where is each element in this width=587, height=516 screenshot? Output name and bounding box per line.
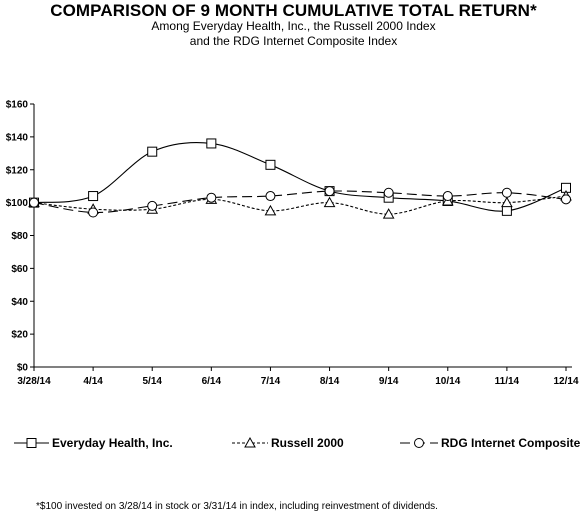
data-point-circle <box>383 187 394 198</box>
legend-label: Russell 2000 <box>271 436 344 450</box>
x-tick-label: 4/14 <box>83 376 103 387</box>
data-point-triangle <box>501 196 513 208</box>
y-tick-label: $120 <box>6 165 29 176</box>
y-tick-label: $60 <box>11 264 28 275</box>
y-tick-label: $140 <box>6 132 29 143</box>
data-point-circle <box>147 200 158 211</box>
data-point-circle <box>29 197 39 208</box>
x-tick-label: 11/14 <box>495 376 520 387</box>
data-point-square <box>147 146 158 157</box>
chart-subtitle-line1: Among Everyday Health, Inc., the Russell… <box>151 19 436 33</box>
data-point-square <box>88 191 99 202</box>
footnote: *$100 invested on 3/28/14 in stock or 3/… <box>36 501 438 512</box>
y-tick-label: $160 <box>6 100 29 111</box>
x-tick-label: 6/14 <box>202 376 222 387</box>
x-tick-label: 3/28/14 <box>17 376 51 387</box>
chart-title: COMPARISON OF 9 MONTH CUMULATIVE TOTAL R… <box>50 1 537 20</box>
data-point-square <box>501 205 512 216</box>
data-point-circle <box>206 192 217 203</box>
x-tick-label: 5/14 <box>142 376 162 387</box>
legend-marker-circle <box>414 438 424 448</box>
chart-subtitle-line2: and the RDG Internet Composite Index <box>189 34 398 48</box>
chart-legend: Everyday Health, Inc. Russell 2000 RDG Int… <box>14 436 581 450</box>
chart-series <box>28 138 572 219</box>
data-point-circle <box>442 191 453 202</box>
legend-label: Everyday Health, Inc. <box>52 436 173 450</box>
legend-label: RDG Internet Composite <box>441 436 581 450</box>
series-line <box>33 142 567 212</box>
data-point-circle <box>501 187 512 198</box>
x-tick-label: 12/14 <box>553 376 578 387</box>
y-tick-label: $40 <box>11 297 28 308</box>
y-axis-ticks: $0 $20 $40 $60 $80 $100 $120 $140 $160 <box>6 100 34 374</box>
data-point-circle <box>324 186 335 197</box>
data-point-square <box>206 138 217 149</box>
data-point-square <box>265 159 276 170</box>
legend-marker-square <box>26 438 37 448</box>
y-tick-label: $0 <box>17 363 29 374</box>
y-tick-label: $100 <box>6 198 29 209</box>
y-tick-label: $80 <box>11 231 28 242</box>
data-point-circle <box>561 194 571 205</box>
x-tick-label: 10/14 <box>435 376 460 387</box>
chart-axes <box>33 104 572 368</box>
y-tick-label: $20 <box>11 330 28 341</box>
line-chart: $0 $20 $40 $60 $80 $100 $120 $140 $160 3/28/14 4/… <box>6 100 581 451</box>
x-tick-label: 8/14 <box>320 376 340 387</box>
data-point-triangle <box>264 204 277 216</box>
data-point-triangle <box>323 196 336 208</box>
legend-marker-triangle <box>244 436 256 448</box>
data-point-circle <box>265 191 276 202</box>
x-axis-ticks: 3/28/14 4/14 5/14 6/14 7/14 8/14 9/14 10/14 11/1… <box>17 367 579 387</box>
x-tick-label: 9/14 <box>379 376 399 387</box>
data-point-triangle <box>382 208 395 219</box>
x-tick-label: 7/14 <box>261 376 281 387</box>
data-point-circle <box>88 207 99 218</box>
